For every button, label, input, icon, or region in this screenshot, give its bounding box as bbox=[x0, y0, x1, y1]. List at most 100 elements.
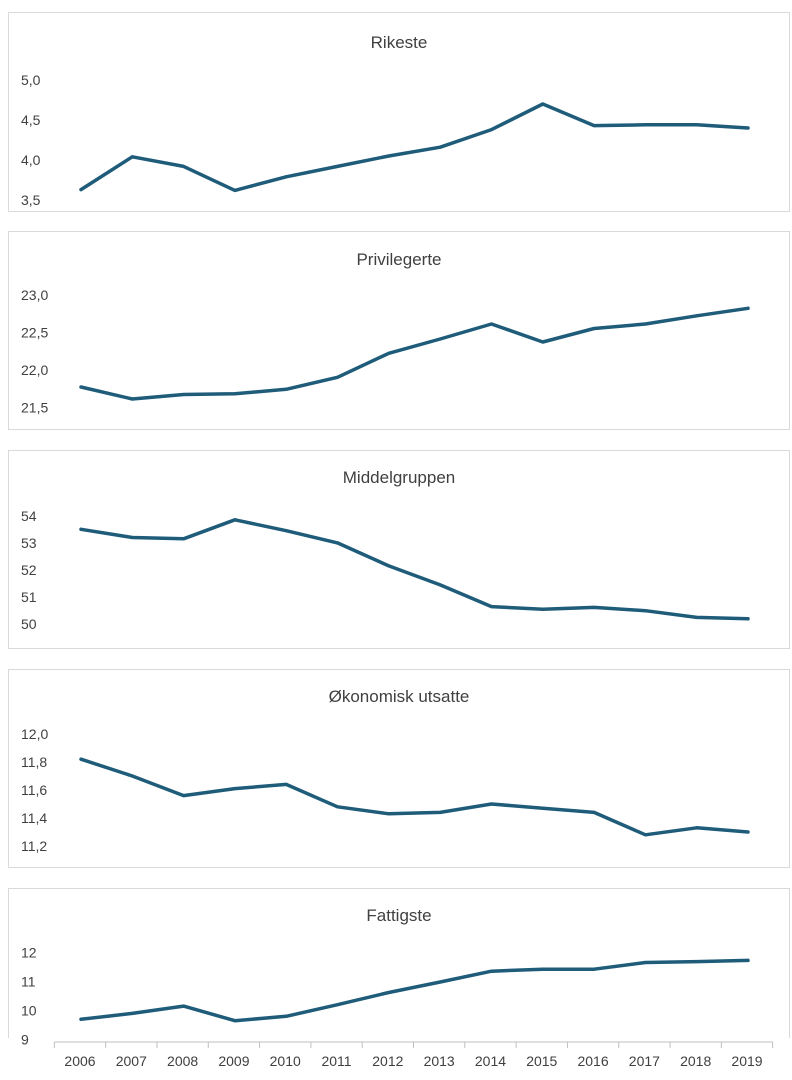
data-point bbox=[130, 155, 134, 159]
line-chart: 21,5 22,0 22,5 23,0 bbox=[21, 287, 750, 415]
chart-panel-fattigste: Fattigste 9 10 11 12 bbox=[8, 888, 790, 1048]
y-tick-label: 22,5 bbox=[21, 324, 48, 340]
data-point bbox=[387, 154, 391, 158]
data-point bbox=[79, 188, 83, 192]
data-point bbox=[336, 375, 339, 379]
y-tick-label: 51 bbox=[21, 589, 37, 605]
line-chart: 9 10 11 12 bbox=[21, 944, 750, 1048]
data-point bbox=[284, 529, 288, 533]
y-tick-label: 4,5 bbox=[21, 112, 41, 128]
data-point bbox=[592, 810, 596, 814]
y-tick-label: 12 bbox=[21, 944, 37, 960]
data-point bbox=[490, 322, 493, 326]
series-line bbox=[79, 958, 750, 1023]
data-point bbox=[336, 805, 339, 809]
data-point bbox=[490, 128, 493, 132]
y-tick-label: 11,2 bbox=[21, 838, 47, 854]
x-tick-label: 2018 bbox=[680, 1053, 711, 1069]
x-tick-label: 2013 bbox=[424, 1053, 455, 1069]
y-tick-label: 54 bbox=[21, 508, 37, 524]
y-tick-label: 9 bbox=[21, 1032, 29, 1048]
data-point bbox=[490, 802, 493, 806]
data-point bbox=[695, 826, 699, 830]
panel-title: Fattigste bbox=[366, 906, 432, 925]
x-tick-label: 2015 bbox=[526, 1053, 557, 1069]
data-point bbox=[541, 102, 545, 106]
panel-title: Middelgruppen bbox=[342, 468, 456, 487]
y-tick-label: 3,5 bbox=[21, 192, 41, 208]
panel-title: Rikeste bbox=[370, 33, 428, 52]
line-chart: 3,5 4,0 4,5 5,0 bbox=[21, 72, 750, 208]
data-point bbox=[79, 385, 83, 389]
y-tick-label: 50 bbox=[21, 616, 37, 632]
data-point bbox=[387, 564, 391, 568]
data-point bbox=[130, 536, 134, 539]
data-point bbox=[233, 787, 237, 791]
x-tick-label: 2016 bbox=[577, 1053, 608, 1069]
x-axis: 2006 2007 2008 2009 2010 2011 2012 2013 2014 2015… bbox=[53, 1041, 774, 1069]
data-point bbox=[643, 961, 647, 964]
series-line bbox=[79, 102, 750, 193]
data-point bbox=[79, 1017, 83, 1021]
line-chart: 50 51 52 53 54 bbox=[21, 508, 750, 632]
y-tick-label: 5,0 bbox=[21, 72, 41, 88]
data-point bbox=[541, 967, 545, 971]
y-tick-label: 53 bbox=[21, 535, 37, 551]
data-point bbox=[746, 306, 750, 310]
data-point bbox=[182, 794, 186, 798]
data-point bbox=[233, 1019, 237, 1023]
data-point bbox=[592, 327, 596, 330]
y-tick-label: 11 bbox=[21, 973, 36, 989]
data-point bbox=[490, 969, 493, 973]
data-point bbox=[130, 1011, 134, 1015]
data-point bbox=[387, 351, 391, 355]
data-point bbox=[643, 322, 647, 326]
data-point bbox=[336, 1003, 339, 1007]
chart-panel-okonomisk-utsatte: Økonomisk utsatte 11,2 11,4 11,6 11,8 12,0 bbox=[8, 669, 790, 868]
data-point bbox=[695, 314, 699, 318]
data-point bbox=[438, 810, 442, 814]
data-point bbox=[233, 188, 237, 192]
data-point bbox=[284, 782, 288, 786]
data-point bbox=[182, 393, 186, 396]
data-point bbox=[336, 541, 339, 545]
y-tick-label: 11,8 bbox=[21, 754, 47, 770]
series-line bbox=[79, 306, 750, 401]
data-point bbox=[541, 806, 545, 810]
panel-title: Økonomisk utsatte bbox=[328, 687, 470, 706]
x-tick-label: 2011 bbox=[321, 1053, 351, 1069]
x-tick-label: 2007 bbox=[116, 1053, 147, 1069]
data-point bbox=[438, 337, 442, 341]
chart-panel-privilegerte: Privilegerte 21,5 22,0 22,5 23,0 bbox=[8, 231, 790, 430]
data-point bbox=[746, 126, 750, 130]
data-point bbox=[284, 1014, 288, 1018]
data-point bbox=[746, 617, 750, 621]
series-line bbox=[79, 518, 750, 621]
data-point bbox=[541, 607, 545, 611]
data-point bbox=[438, 145, 442, 149]
data-point bbox=[284, 387, 288, 391]
data-point bbox=[643, 833, 647, 837]
y-tick-label: 23,0 bbox=[21, 287, 48, 303]
data-point bbox=[592, 605, 596, 609]
y-tick-label: 12,0 bbox=[21, 726, 48, 742]
y-tick-label: 11,4 bbox=[21, 810, 47, 826]
data-point bbox=[182, 164, 186, 168]
data-point bbox=[695, 123, 699, 127]
x-tick-label: 2009 bbox=[218, 1053, 249, 1069]
data-point bbox=[387, 991, 391, 994]
x-tick-label: 2008 bbox=[167, 1053, 198, 1069]
data-point bbox=[490, 605, 493, 609]
data-point bbox=[130, 397, 134, 401]
chart-panel-rikeste: Rikeste 3,5 4,0 4,5 5,0 bbox=[8, 12, 790, 212]
data-point bbox=[387, 812, 391, 816]
data-point bbox=[284, 175, 288, 179]
data-point bbox=[643, 123, 647, 127]
data-point bbox=[695, 615, 699, 619]
panel-title: Privilegerte bbox=[356, 250, 442, 269]
data-point bbox=[438, 980, 442, 984]
data-point bbox=[182, 537, 186, 541]
x-tick-label: 2012 bbox=[372, 1053, 403, 1069]
data-point bbox=[592, 967, 596, 971]
data-point bbox=[643, 609, 647, 613]
